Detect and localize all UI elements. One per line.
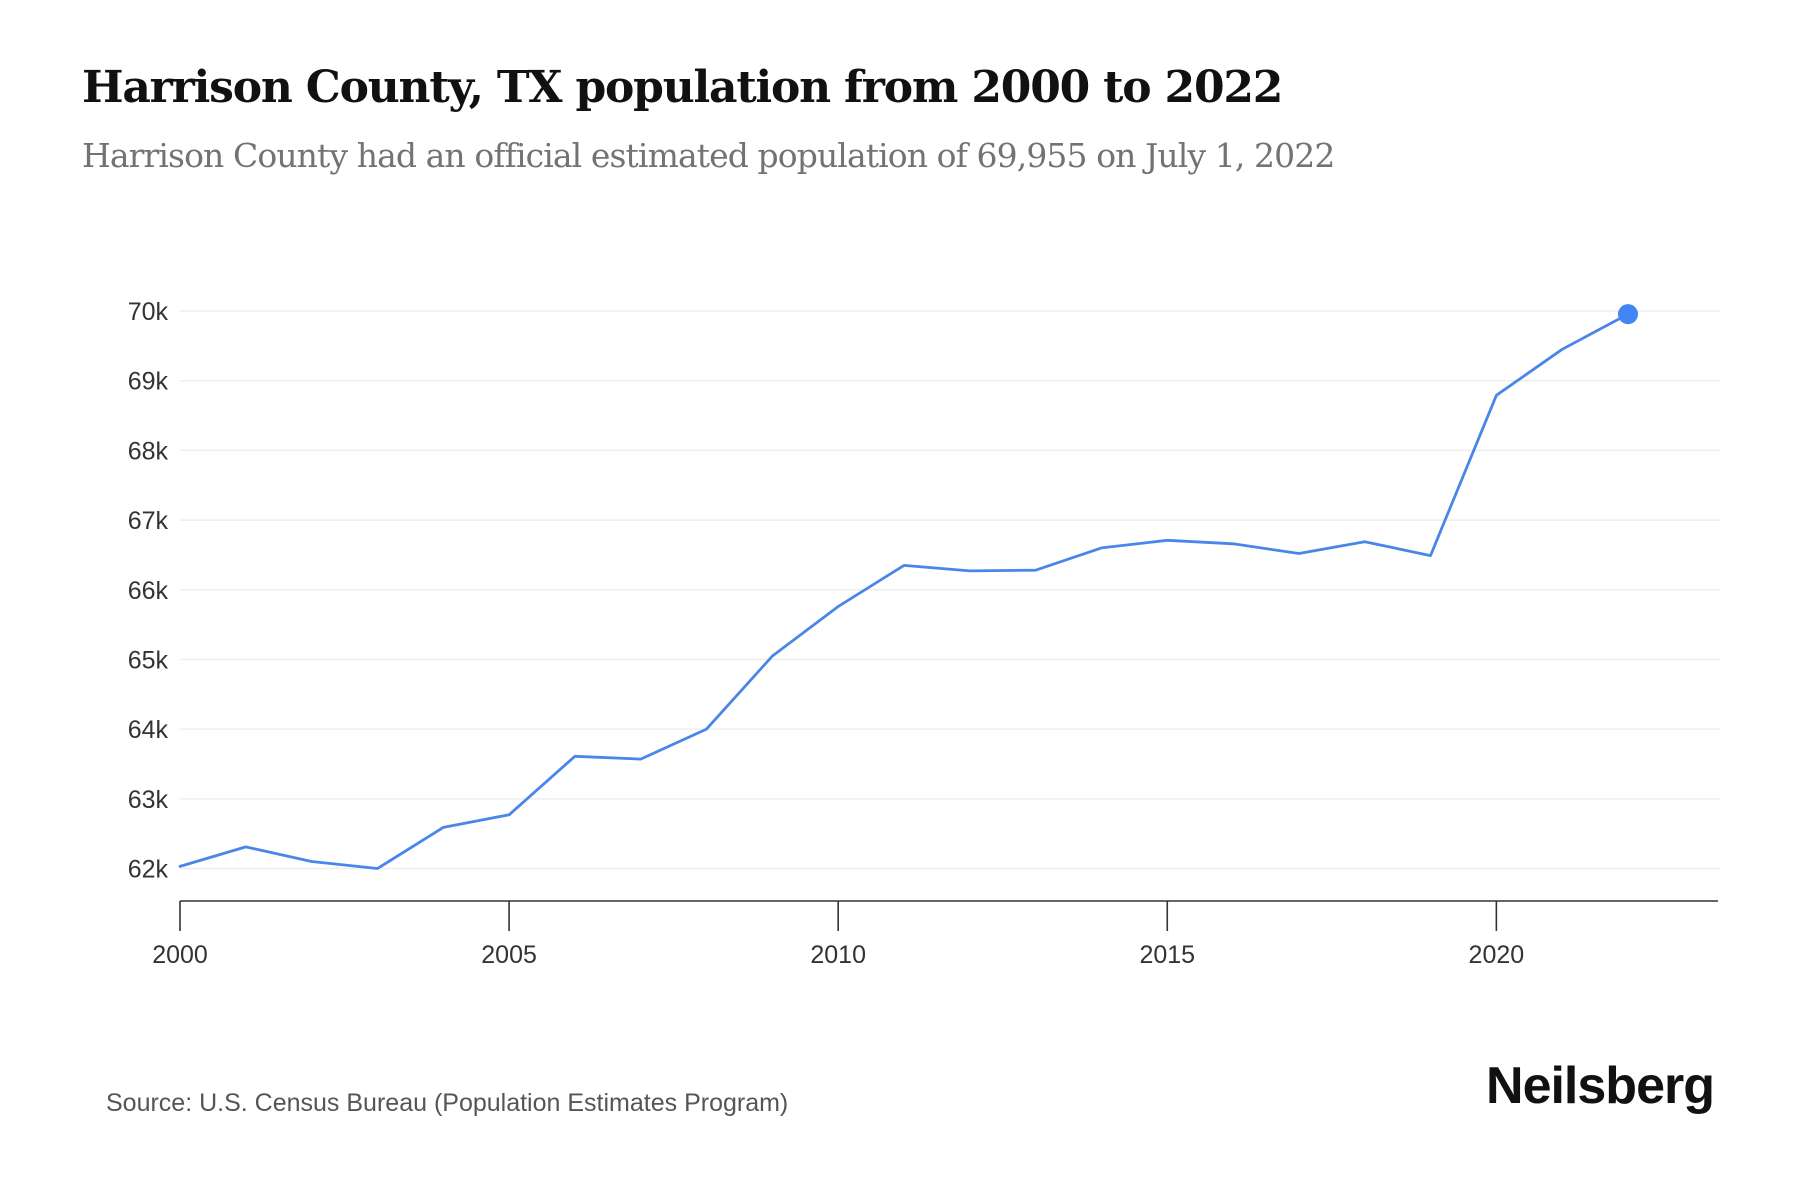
- x-axis: 2000 2005 2010 2015 2020: [152, 900, 1718, 969]
- y-tick-label: 70k: [128, 298, 169, 326]
- latest-value-marker: [1618, 304, 1638, 325]
- y-tick-label: 65k: [128, 646, 169, 674]
- source-note: Source: U.S. Census Bureau (Population E…: [106, 1089, 789, 1117]
- y-tick-label: 67k: [128, 507, 169, 535]
- x-tick-label: 2020: [1469, 941, 1525, 969]
- y-tick-label: 63k: [128, 786, 169, 814]
- y-tick-label: 64k: [128, 716, 169, 744]
- y-axis-labels: 62k 63k 64k 65k 66k 67k 68k 69k 70k: [128, 298, 169, 884]
- y-tick-label: 62k: [128, 856, 169, 884]
- chart-title: Harrison County, TX population from 2000…: [82, 62, 1283, 113]
- x-tick-label: 2010: [810, 941, 866, 969]
- y-tick-label: 69k: [128, 368, 169, 396]
- brand-logo: Neilsberg: [1486, 1057, 1715, 1115]
- gridlines: [180, 310, 1720, 870]
- y-tick-label: 68k: [128, 437, 169, 465]
- x-tick-label: 2000: [152, 941, 208, 969]
- x-tick-label: 2005: [481, 941, 537, 969]
- chart-subtitle: Harrison County had an official estimate…: [82, 136, 1335, 175]
- population-line: [178, 312, 1630, 870]
- y-tick-label: 66k: [128, 577, 169, 605]
- series-population: [178, 304, 1638, 870]
- x-tick-label: 2015: [1139, 941, 1195, 969]
